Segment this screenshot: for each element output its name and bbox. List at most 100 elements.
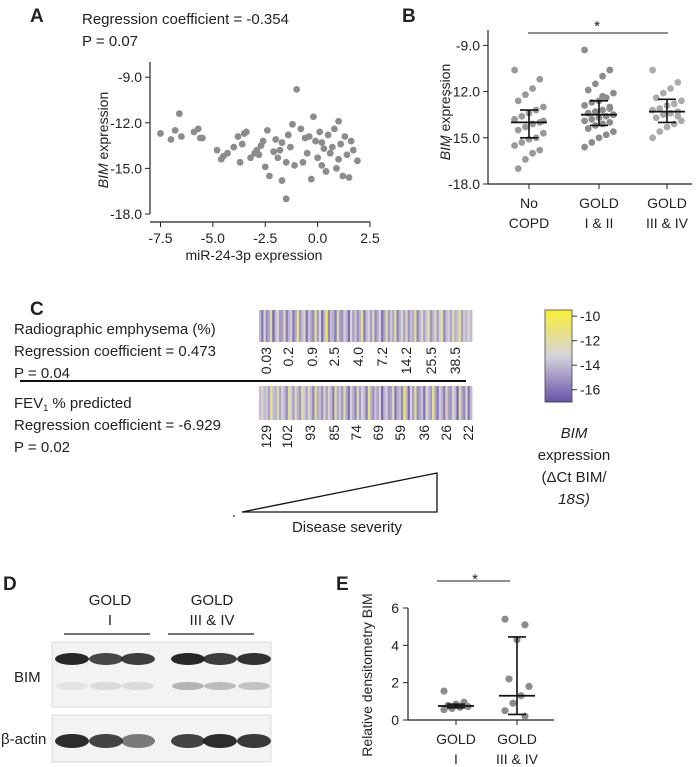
a-x-tick-label: 0.0: [308, 230, 328, 246]
b-data-point: [652, 114, 660, 122]
a-data-point: [198, 134, 206, 142]
c-heat-cell: [447, 386, 451, 420]
c-heat-cell: [372, 310, 375, 342]
c-heat-cell: [412, 386, 415, 420]
c-row2-tick-label: 129: [258, 425, 274, 449]
c-heat-cell: [349, 386, 353, 420]
a-data-point: [316, 128, 324, 136]
a-data-point: [312, 137, 319, 145]
b-data-point: [667, 85, 674, 92]
c-colorbar-tick-label: -16: [580, 382, 600, 398]
c-heat-cell: [427, 310, 431, 342]
a-data-point: [326, 149, 334, 157]
b-data-point: [581, 46, 588, 54]
d-bim-band-lower: [204, 682, 236, 690]
c-heat-cell: [378, 386, 382, 420]
c-heat-cell: [301, 386, 304, 420]
a-data-point: [175, 110, 183, 118]
c-heat-cell: [369, 386, 373, 420]
c-colorbar-tick-label: -14: [580, 357, 600, 373]
c-colorbar-segment: [545, 318, 572, 321]
c-heat-cell: [407, 386, 411, 420]
c-row2-p: P = 0.02: [14, 439, 70, 456]
c-colorbar-segment: [545, 362, 572, 365]
c-heat-cell: [336, 386, 340, 420]
c-heat-cell: [383, 310, 386, 342]
c-heat-cell: [265, 386, 269, 420]
a-data-point: [270, 148, 278, 156]
b-data-point: [670, 100, 678, 108]
c-tick-labels: 0.03 0.2 0.9 2.5 4.0 7.2 14.2 25.5 38.5 129 102 93 8…: [258, 347, 476, 449]
a-x-tick-label: -2.5: [253, 230, 277, 246]
c-heat-cell: [452, 386, 455, 420]
c-colorbar-segment: [545, 338, 572, 341]
c-colorbar-segment: [545, 396, 572, 399]
d-bim-band-upper: [89, 653, 123, 665]
a-data-point: [261, 163, 269, 171]
c-colorbar-tick-label: -12: [580, 333, 600, 349]
e-data-point: [525, 682, 533, 691]
a-data-point: [274, 154, 282, 162]
b-data-point: [610, 89, 617, 97]
b-data-point: [599, 92, 606, 100]
d-actin-band: [171, 734, 205, 748]
c-heatmap-row1: [259, 310, 473, 342]
d-actin-band: [237, 734, 271, 748]
c-heat-cell: [305, 386, 309, 420]
c-heat-cell: [363, 310, 366, 342]
e-data-point: [509, 699, 517, 707]
c-heat-cell: [467, 310, 471, 342]
a-data-point: [272, 136, 280, 143]
c-heat-cell: [283, 310, 287, 342]
c-colorbar-segment: [545, 354, 572, 357]
c-colorbar-segment: [545, 358, 572, 361]
c-heat-cell: [401, 386, 404, 420]
b-y-tick-label: -9.0: [456, 37, 480, 53]
c-heat-cell: [434, 386, 437, 420]
a-data-point: [324, 131, 332, 139]
a-y-tick-label: -18.0: [110, 206, 142, 222]
c-heat-cell: [318, 386, 322, 420]
c-heat-cell: [365, 386, 369, 420]
b-group-label-line1: GOLD: [579, 195, 619, 211]
a-data-point: [333, 165, 340, 172]
d-group2-label-line1: GOLD: [191, 592, 234, 609]
b-data-point: [649, 134, 656, 142]
c-heat-cell: [432, 310, 435, 342]
a-data-point: [318, 161, 326, 169]
c-colorbar-segment: [545, 348, 572, 351]
a-data-point: [303, 149, 311, 157]
c-row1-p: P = 0.04: [14, 365, 70, 382]
c-heat-cell: [265, 310, 269, 342]
c-heat-cell: [458, 386, 462, 420]
c-heat-cell: [274, 386, 278, 420]
c-heat-cell: [429, 310, 433, 342]
c-heat-cell: [261, 310, 264, 342]
b-data-point: [660, 111, 667, 119]
a-data-point: [310, 113, 317, 121]
c-colorbar-segment: [545, 390, 572, 393]
b-data-point: [606, 66, 614, 74]
c-heat-cell: [312, 386, 315, 420]
c-heat-cell: [325, 386, 329, 420]
a-data-point: [213, 146, 221, 154]
a-data-point: [259, 137, 267, 145]
c-heat-cell: [465, 310, 468, 342]
a-data-point: [345, 174, 353, 181]
b-data-point: [592, 108, 599, 116]
c-heat-cell: [343, 386, 346, 420]
b-y-tick-label: -18.0: [448, 176, 480, 192]
c-heat-cell: [361, 310, 364, 342]
c-heat-cell: [361, 386, 364, 420]
c-heat-cell: [383, 386, 386, 420]
a-data-point: [330, 125, 338, 133]
a-data-point: [293, 85, 301, 93]
a-y-axis-label: BIM expression: [95, 92, 111, 188]
c-heat-cell: [316, 386, 320, 420]
a-data-point: [289, 120, 296, 128]
a-axes: -9.0 -12.0 -15.0 -18.0 -7.5 -5.0 -2.5 0.0 2.5: [110, 62, 380, 246]
e-y-tick-label: 6: [391, 600, 399, 616]
a-x-tick-label: -5.0: [201, 230, 225, 246]
b-group-label-line1: No: [520, 195, 538, 211]
c-heat-cell: [327, 386, 331, 420]
